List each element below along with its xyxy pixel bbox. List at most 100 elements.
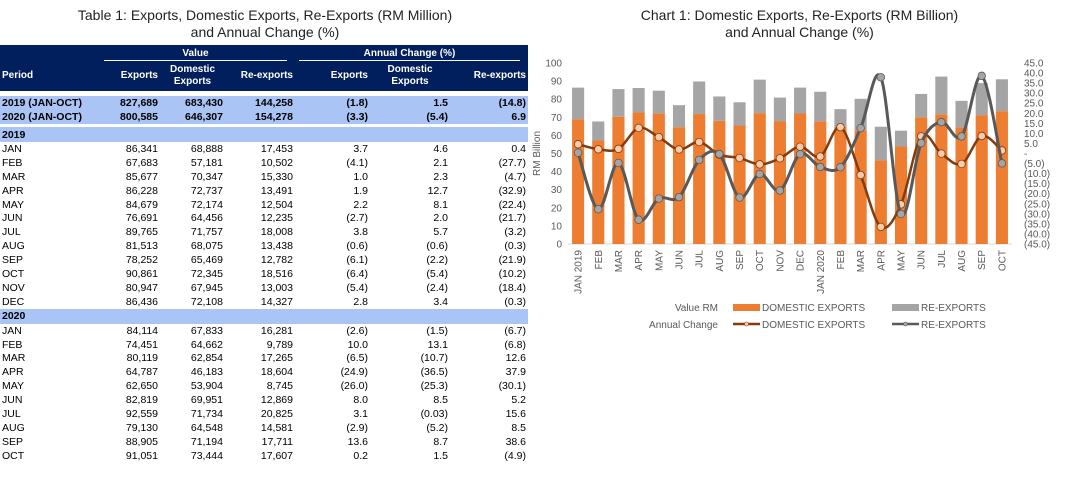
cell-exports: 86,341	[125, 142, 158, 155]
cell-chg-exports: 3.7	[353, 142, 368, 155]
legend-marker-domestic-line	[744, 321, 749, 327]
bar-re-exports	[733, 102, 746, 126]
cell-re: 14,581	[260, 421, 293, 434]
table-row: MAY 84,679 72,174 12,504 2.2 8.1 (22.4)	[0, 198, 528, 212]
cell-period: APR	[2, 184, 24, 197]
x-tick-label: APR	[634, 250, 645, 271]
cell-chg-re: (22.4)	[498, 198, 526, 211]
col-chg-exports: Exports	[330, 70, 368, 81]
bar-re-exports	[612, 89, 625, 117]
cell-re: 18,008	[260, 226, 293, 239]
point-domestic-exports	[937, 149, 946, 158]
cell-chg-domestic: 13.1	[427, 338, 448, 351]
point-domestic-exports	[816, 152, 825, 161]
x-tick-label: FEB	[594, 250, 605, 270]
cell-chg-re: (6.7)	[504, 324, 526, 337]
bar-re-exports	[874, 126, 887, 161]
cell-re: 12,504	[260, 198, 293, 211]
point-domestic-exports	[694, 137, 704, 147]
y-axis-label: RM Billion	[532, 131, 543, 176]
cell-chg-re: (6.8)	[504, 338, 526, 351]
cell-domestic: 68,075	[190, 240, 223, 253]
legend-row2-label: Annual Change	[649, 320, 718, 331]
cell-chg-exports: (4.1)	[346, 156, 368, 169]
bar-re-exports	[935, 76, 948, 115]
cell-domestic: 72,737	[190, 184, 223, 197]
y2-tick-label: (5.0)	[1024, 159, 1045, 170]
bar-domestic-exports	[955, 127, 968, 244]
bar-re-exports	[672, 105, 686, 128]
cell-chg-exports: (26.0)	[340, 380, 368, 393]
y2-tick-label: 25.0	[1024, 99, 1044, 110]
cell-domestic: 70,347	[190, 170, 223, 183]
point-re-exports	[896, 209, 906, 219]
cell-re: 13,438	[260, 240, 293, 253]
cell-chg-domestic: 5.7	[433, 226, 448, 239]
cell-domestic: 72,345	[190, 267, 223, 280]
legend-swatch-domestic-bar	[733, 304, 760, 311]
cell-period: JUN	[2, 212, 23, 225]
x-tick-label: AUG	[715, 250, 726, 272]
point-domestic-exports	[614, 144, 623, 154]
cell-chg-re: 6.9	[450, 110, 528, 124]
point-domestic-exports	[856, 170, 865, 180]
cell-chg-domestic: 2.1	[433, 156, 448, 169]
cell-period: APR	[2, 366, 24, 379]
cell-chg-exports: (6.4)	[346, 267, 368, 280]
cell-chg-exports: (2.6)	[346, 324, 368, 337]
point-re-exports	[694, 155, 704, 165]
cell-chg-exports: 3.8	[353, 226, 368, 239]
table-title: Table 1: Exports, Domestic Exports, Re-E…	[0, 7, 530, 41]
cell-chg-domestic: 4.6	[433, 142, 448, 155]
table-row: JUL 89,765 71,757 18,008 3.8 5.7 (3.2)	[0, 225, 528, 239]
cell-exports: 92,559	[125, 407, 158, 420]
cell-re: 16,281	[260, 324, 293, 337]
cell-exports: 86,228	[125, 184, 158, 197]
cell-period: JAN	[2, 324, 22, 337]
chart-title: Chart 1: Domestic Exports, Re-Exports (R…	[530, 7, 1069, 41]
y-tick-label: 90	[551, 77, 563, 88]
group-header-row: Value Annual Change (%)	[0, 45, 528, 61]
cell-chg-domestic: (36.5)	[420, 366, 448, 379]
cell-chg-exports: 3.1	[353, 407, 368, 420]
legend-text-domestic-line: DOMESTIC EXPORTS	[762, 320, 865, 331]
point-re-exports	[755, 169, 764, 179]
bar-domestic-exports	[874, 160, 887, 244]
point-domestic-exports	[634, 123, 643, 133]
value-group-header: Value	[100, 45, 295, 61]
cell-period: AUG	[2, 421, 25, 434]
bar-re-exports	[794, 87, 807, 114]
cell-chg-re: (3.2)	[504, 226, 526, 239]
col-chg-domestic-exports: Domestic Exports	[387, 64, 433, 87]
bar-re-exports	[693, 81, 706, 115]
cell-domestic: 68,888	[190, 142, 223, 155]
cell-chg-domestic: (0.03)	[420, 407, 448, 420]
point-re-exports	[634, 215, 643, 224]
bar-re-exports	[632, 87, 645, 113]
cell-period: 2020 (JAN-OCT)	[0, 110, 100, 124]
cell-chg-domestic: 1.5	[370, 96, 450, 110]
cell-chg-domestic: (5.4)	[426, 267, 448, 280]
cell-domestic: 57,181	[190, 156, 223, 169]
summary-row: 2020 (JAN-OCT) 800,585 646,307 154,278 (3.3)…	[0, 110, 528, 124]
point-re-exports	[795, 149, 805, 159]
point-re-exports	[977, 71, 986, 81]
point-re-exports	[876, 73, 886, 82]
y2-tick-label: 5.0	[1024, 139, 1038, 150]
cell-exports: 827,689	[100, 96, 160, 110]
cell-period: SEP	[2, 254, 24, 267]
x-tick-label: OCT	[997, 250, 1008, 271]
year-header-row: 2019	[0, 127, 528, 142]
point-re-exports	[916, 138, 926, 148]
cell-chg-re: (32.9)	[498, 184, 526, 197]
table-row: MAY 62,650 53,904 8,745 (26.0) (25.3) (30.1)	[0, 379, 528, 393]
cell-domestic: 72,108	[190, 295, 223, 308]
cell-exports: 88,905	[125, 435, 158, 448]
point-domestic-exports	[573, 140, 583, 149]
cell-chg-re: 15.6	[505, 407, 526, 420]
bar-re-exports	[894, 130, 908, 147]
cell-exports: 79,130	[125, 421, 158, 434]
cell-re: 15,330	[260, 170, 293, 183]
cell-re: 13,491	[260, 184, 293, 197]
cell-chg-re: (21.7)	[498, 212, 526, 225]
